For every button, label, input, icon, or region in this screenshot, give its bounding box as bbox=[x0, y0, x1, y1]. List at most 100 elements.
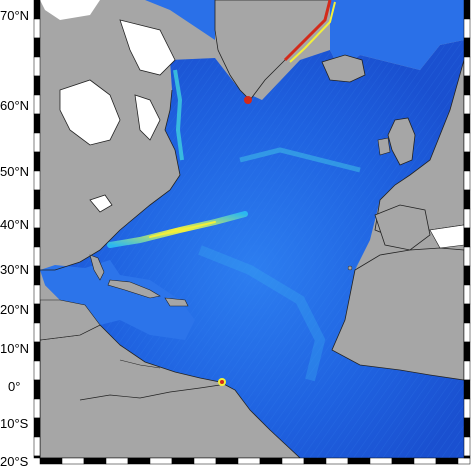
latitude-labels: 70°N 60°N 50°N 40°N 30°N 20°N 10°N 0° 10… bbox=[0, 8, 29, 469]
left-ruler-segment bbox=[33, 18, 41, 39]
ice-baffin-bay bbox=[119, 19, 176, 76]
left-ruler-segment bbox=[33, 379, 41, 400]
labrador-current bbox=[173, 69, 184, 161]
lat-label-20n: 20°N bbox=[0, 302, 29, 317]
ice-north-strip bbox=[40, 0, 100, 20]
left-ruler-segment bbox=[33, 284, 41, 305]
left-latitude-ruler bbox=[33, 0, 41, 459]
right-ruler-segment bbox=[463, 379, 471, 400]
mid-atlantic-glow bbox=[198, 245, 326, 382]
ocean-texture bbox=[45, 40, 464, 458]
right-ruler-segment bbox=[463, 189, 471, 210]
ocean-north-strip bbox=[145, 0, 215, 40]
lat-label-10s: 10°S bbox=[0, 416, 29, 431]
bottom-ruler-segment bbox=[237, 457, 261, 465]
left-ruler-segment bbox=[33, 436, 41, 457]
land-british-isles bbox=[387, 117, 416, 166]
lat-label-60n: 60°N bbox=[0, 98, 29, 113]
right-ruler-segment bbox=[463, 341, 471, 362]
land-iberia bbox=[374, 204, 431, 251]
right-ruler-segment bbox=[463, 398, 471, 419]
lat-label-40n: 40°N bbox=[0, 217, 29, 232]
land-north-america-coast bbox=[40, 89, 181, 271]
left-ruler-segment bbox=[33, 303, 41, 324]
bottom-ruler-segment bbox=[193, 457, 217, 465]
ice-hudson-bay bbox=[59, 79, 121, 146]
river-orinoco bbox=[119, 359, 161, 369]
lat-label-10n: 10°N bbox=[0, 341, 29, 356]
land-cuba bbox=[107, 279, 161, 299]
left-ruler-segment bbox=[33, 322, 41, 343]
left-ruler-segment bbox=[33, 417, 41, 438]
ice-great-lakes bbox=[89, 194, 113, 213]
greenland-coast-front bbox=[283, 0, 332, 62]
right-ruler-segment bbox=[463, 303, 471, 324]
bottom-ruler-segment bbox=[61, 457, 85, 465]
greenland-tip-glow bbox=[244, 96, 252, 104]
land-hispaniola bbox=[164, 297, 189, 307]
bottom-ruler-segment bbox=[149, 457, 173, 465]
bottom-ruler-segment bbox=[281, 457, 305, 465]
left-ruler-segment bbox=[33, 189, 41, 210]
bottom-ruler-segment bbox=[171, 457, 195, 465]
land-iceland bbox=[321, 54, 366, 83]
right-ruler-segment bbox=[463, 417, 471, 438]
bottom-ruler-segment bbox=[325, 457, 349, 465]
left-ruler-segment bbox=[33, 132, 41, 153]
left-ruler-segment bbox=[33, 265, 41, 286]
left-ruler-segment bbox=[33, 208, 41, 229]
amazon-plume-core bbox=[220, 380, 224, 384]
right-ruler-segment bbox=[463, 94, 471, 115]
bottom-ruler-segment bbox=[457, 457, 471, 465]
bottom-ruler-segment bbox=[39, 457, 63, 465]
bottom-ruler-segment bbox=[259, 457, 283, 465]
river-amazon bbox=[79, 384, 221, 401]
bottom-ruler-segment bbox=[105, 457, 129, 465]
right-ruler-segment bbox=[463, 18, 471, 39]
left-ruler-segment bbox=[33, 398, 41, 419]
right-ruler-segment bbox=[463, 246, 471, 267]
right-ruler-segment bbox=[463, 0, 471, 20]
bottom-ruler-segment bbox=[303, 457, 327, 465]
left-ruler-segment bbox=[33, 341, 41, 362]
left-ruler-segment bbox=[33, 455, 41, 459]
left-ruler-segment bbox=[33, 170, 41, 191]
bottom-ruler-segment bbox=[413, 457, 437, 465]
lat-label-30n: 30°N bbox=[0, 262, 29, 277]
right-ruler-segment bbox=[463, 170, 471, 191]
right-ruler-segment bbox=[463, 151, 471, 172]
north-atlantic-current bbox=[239, 147, 361, 173]
right-ruler bbox=[463, 0, 471, 459]
right-ruler-segment bbox=[463, 75, 471, 96]
map-area bbox=[39, 0, 465, 459]
left-ruler-segment bbox=[33, 0, 41, 20]
ocean-gulf-of-mexico bbox=[40, 260, 195, 340]
land-florida bbox=[89, 254, 105, 281]
right-ruler-segment bbox=[463, 436, 471, 457]
left-ruler-segment bbox=[33, 227, 41, 248]
lat-label-50n: 50°N bbox=[0, 164, 29, 179]
right-ruler-segment bbox=[463, 113, 471, 134]
bottom-ruler-segment bbox=[215, 457, 239, 465]
right-ruler-segment bbox=[463, 208, 471, 229]
bottom-ruler-segment bbox=[83, 457, 107, 465]
left-ruler-segment bbox=[33, 360, 41, 381]
bottom-ruler-segment bbox=[127, 457, 151, 465]
right-ruler-segment bbox=[463, 37, 471, 58]
ocean-north-strip-east bbox=[330, 0, 464, 70]
left-ruler-segment bbox=[33, 56, 41, 77]
right-ruler-segment bbox=[463, 227, 471, 248]
ice-labrador bbox=[134, 94, 161, 141]
left-ruler-segment bbox=[33, 94, 41, 115]
left-ruler-segment bbox=[33, 151, 41, 172]
right-ruler-segment bbox=[463, 132, 471, 153]
bottom-ruler-segment bbox=[347, 457, 371, 465]
bottom-ruler-segment bbox=[369, 457, 393, 465]
right-ruler-segment bbox=[463, 322, 471, 343]
right-ruler-segment bbox=[463, 455, 471, 459]
land-canaries bbox=[347, 265, 353, 271]
right-ruler-segment bbox=[463, 265, 471, 286]
bottom-longitude-ruler bbox=[39, 457, 471, 465]
land-africa bbox=[331, 247, 465, 381]
